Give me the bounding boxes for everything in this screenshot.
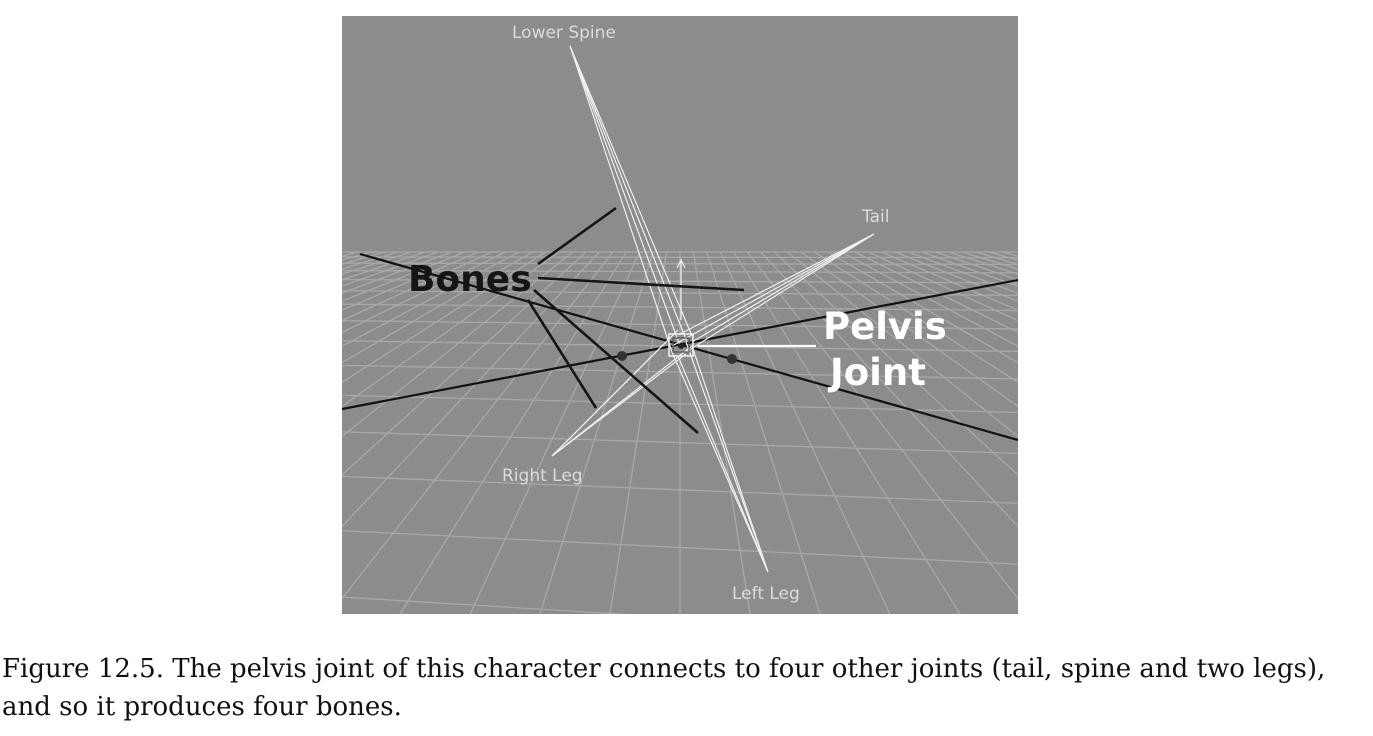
label-lower-spine: Lower Spine: [512, 23, 616, 43]
grid-column: [342, 251, 520, 348]
grid-column: [399, 251, 627, 614]
label-right-leg: Right Leg: [502, 466, 583, 486]
bones-callout-leaders: [526, 206, 745, 434]
grid-column: [609, 251, 668, 614]
callout-bones: Bones: [408, 259, 532, 300]
grid-column: [342, 251, 560, 408]
leader-lower-spine: [537, 206, 617, 266]
grid-column: [733, 251, 961, 614]
bone-lower-spine: [569, 45, 693, 353]
grid-column: [746, 251, 1018, 600]
grid-column: [773, 251, 1018, 476]
grid-column: [787, 251, 1018, 438]
callout-pelvis-line2: Joint: [827, 351, 926, 394]
grid-column: [760, 251, 1018, 528]
grid-column: [867, 251, 1018, 322]
grid-column: [814, 251, 1018, 384]
grid-column: [342, 251, 506, 334]
grid-column: [342, 251, 493, 322]
bone-tail: [671, 233, 875, 353]
axis-marker-left: [617, 351, 627, 361]
pelvis-joint: [668, 333, 694, 357]
leader-right-leg: [526, 299, 598, 409]
bone-left-leg: [671, 341, 769, 573]
figure-caption: Figure 12.5. The pelvis joint of this ch…: [2, 654, 1326, 722]
ground-grid: [342, 251, 1018, 614]
grid-column: [854, 251, 1018, 334]
grid-column: [342, 251, 546, 384]
grid-column: [840, 251, 1018, 348]
grid-column: [342, 251, 600, 528]
grid-column: [342, 251, 533, 364]
leader-tail: [537, 276, 745, 292]
grid-column: [342, 251, 573, 438]
leader-left-leg: [533, 289, 699, 434]
axis-marker-right: [727, 354, 737, 364]
label-tail: Tail: [861, 207, 889, 227]
bones-wireframe: [551, 45, 875, 573]
label-left-leg: Left Leg: [732, 584, 800, 604]
joint-up-arrowhead: [676, 258, 686, 269]
grid-column: [539, 251, 654, 614]
grid-row: [342, 596, 630, 614]
grid-column: [469, 251, 641, 614]
grid-column: [342, 251, 587, 476]
grid-column: [827, 251, 1018, 364]
callout-pelvis-line1: Pelvis: [823, 305, 947, 348]
grid-column: [800, 251, 1018, 408]
pelvis-joint-figure: Lower Spine Tail Right Leg Left Leg Bone…: [342, 16, 1018, 614]
grid-column: [706, 251, 821, 614]
viewport-scene: Lower Spine Tail Right Leg Left Leg Bone…: [342, 16, 1018, 614]
